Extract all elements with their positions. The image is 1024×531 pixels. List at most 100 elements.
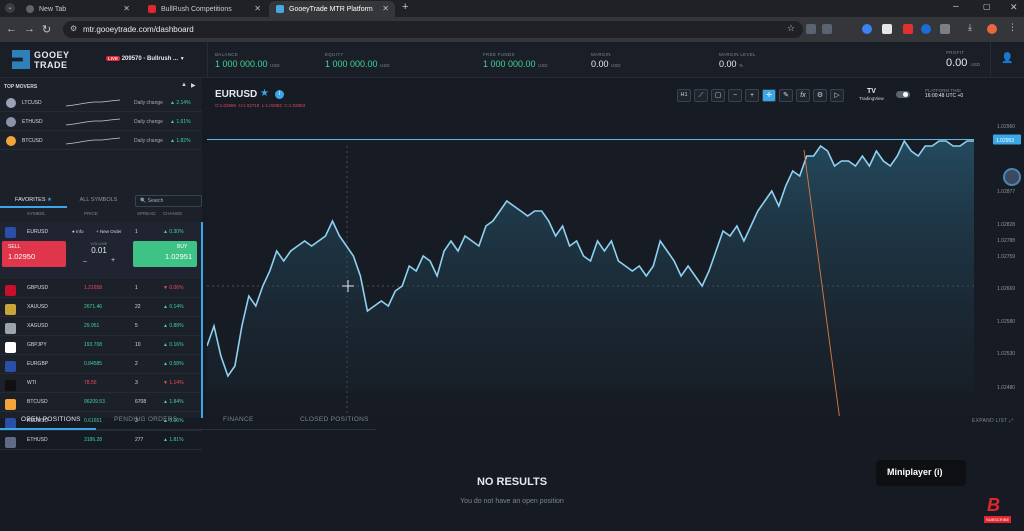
symbol-price: 1.21658	[84, 285, 103, 291]
star-icon: ★	[47, 197, 52, 203]
symbol-row-ethusd[interactable]: ETHUSD 3186.28 277 ▲ 1.81%	[0, 431, 202, 450]
trend-line-drawing[interactable]	[803, 149, 842, 416]
volume-label: VOLUME	[90, 241, 108, 246]
stat-unit: USD	[380, 63, 390, 68]
settings-icon[interactable]: ⚙	[813, 89, 827, 102]
divider	[990, 42, 991, 78]
close-tab-icon[interactable]: ✕	[382, 4, 389, 13]
buy-button[interactable]: BUY 1.02951	[133, 241, 197, 267]
top-mover-row[interactable]: ETHUSD Daily change ▲ 1.61%	[0, 113, 202, 131]
extension-icon[interactable]	[822, 24, 832, 34]
tab-finance[interactable]: FINANCE	[223, 416, 254, 423]
tab-new-tab[interactable]: New Tab ✕	[19, 1, 136, 17]
stat-value: 1 000 000.00	[325, 59, 378, 69]
indicators-icon[interactable]: fx	[796, 89, 810, 102]
tab-all-symbols[interactable]: ALL SYMBOLS	[67, 194, 130, 208]
tab-closed-positions[interactable]: CLOSED POSITIONS	[300, 416, 369, 423]
tab-favorites[interactable]: FAVORITES ★	[0, 194, 67, 208]
shape-icon[interactable]: ▢	[711, 89, 725, 102]
extension-icon[interactable]	[921, 24, 931, 34]
close-tab-icon[interactable]: ✕	[254, 4, 261, 13]
puzzle-extensions-icon[interactable]	[940, 24, 950, 34]
top-mover-row[interactable]: LTCUSD Daily change ▲ 2.14%	[0, 94, 202, 112]
volume-stepper[interactable]: VOLUME 0.01 – +	[71, 241, 127, 267]
zoom-in-icon[interactable]: +	[745, 89, 759, 102]
col-change: CHANGE	[163, 211, 183, 216]
expand-list-button[interactable]: EXPAND LIST ⤢	[972, 418, 1014, 424]
stat-value: 0.00	[946, 57, 968, 69]
symbol-row-xagusd[interactable]: XAGUSD 29.951 5 ▲ 0.88%	[0, 317, 202, 336]
tab-search-icon[interactable]: ⌄	[5, 3, 15, 13]
minus-icon[interactable]: –	[83, 258, 87, 265]
timeframe-button[interactable]: H1	[677, 89, 691, 102]
tab-bullrush[interactable]: BullRush Competitions ✕	[141, 1, 267, 17]
sell-button[interactable]: SELL 1.02950	[2, 241, 66, 267]
expand-icon: ⤢	[1009, 418, 1014, 424]
download-icon[interactable]: ⤓	[968, 22, 972, 32]
symbol-row-btcusd[interactable]: BTCUSD 96209.53 6708 ▲ 1.84%	[0, 393, 202, 412]
mover-change-label: Daily change	[134, 138, 163, 144]
close-tab-icon[interactable]: ✕	[123, 4, 130, 13]
price-tick-label: 1.02580	[997, 319, 1015, 325]
extension-icon[interactable]	[903, 24, 913, 34]
crosshair-icon[interactable]: ✛	[762, 89, 776, 102]
symbol-row-audusd[interactable]: AUDUSD 0.61651 3 ▲ 0.06%	[0, 412, 202, 431]
volume-value[interactable]: 0.01	[91, 246, 107, 255]
back-icon[interactable]: ←	[6, 23, 17, 35]
search-placeholder: Search	[147, 198, 164, 204]
browser-tab-bar: ⌄ New Tab ✕ BullRush Competitions ✕ Gooe…	[0, 0, 1024, 17]
sidebar-scrollbar[interactable]	[201, 222, 203, 418]
price-line[interactable]	[207, 139, 974, 378]
theme-toggle[interactable]	[896, 91, 910, 98]
chevron-up-icon[interactable]: ▲	[181, 82, 187, 88]
zoom-out-icon[interactable]: −	[728, 89, 742, 102]
price-chart[interactable]: 1.02960 1.02877 1.02828 1.02788 1.02759 1.026…	[207, 86, 1024, 416]
info-button[interactable]: ● Info	[72, 229, 84, 234]
miniplayer-popup[interactable]: Miniplayer (i)	[876, 460, 966, 486]
address-bar[interactable]: ⚙ mtr.gooeytrade.com/dashboard ☆	[63, 21, 803, 38]
close-window-icon[interactable]: ✕	[1010, 2, 1018, 12]
reload-icon[interactable]: ↻	[42, 24, 52, 36]
info-icon[interactable]: i	[275, 90, 284, 99]
trading-app: GOOEY TRADE LIVE 209570 - Bullrush ... ▼ …	[0, 42, 1024, 531]
mover-sparkline	[66, 99, 120, 107]
symbol-row-eurgbp[interactable]: EURGBP 0.84585 2 ▲ 0.58%	[0, 355, 202, 374]
extension-icon[interactable]	[862, 24, 872, 34]
chart-toolbar: H1 ⟋ ▢ − + ✛ ✎ fx ⚙ ▷	[674, 86, 854, 106]
site-info-icon[interactable]: ⚙	[70, 24, 78, 33]
maximize-icon[interactable]: ▢	[983, 2, 991, 11]
extension-icon[interactable]	[806, 24, 816, 34]
symbol-row-xauusd[interactable]: XAUUSD 2671.46 22 ▲ 0.14%	[0, 298, 202, 317]
bookmark-star-icon[interactable]: ☆	[786, 23, 795, 33]
forward-icon[interactable]: →	[24, 23, 35, 35]
extension-icon[interactable]	[882, 24, 892, 34]
tab-open-positions[interactable]: OPEN POSITIONS	[21, 416, 81, 423]
minimize-icon[interactable]: –	[953, 1, 959, 12]
replay-icon[interactable]: ▷	[830, 89, 844, 102]
subscribe-badge[interactable]: B SUBSCRIBE	[984, 495, 1018, 525]
current-price-label: 1.02953	[996, 138, 1014, 144]
plus-icon[interactable]: +	[111, 257, 116, 264]
search-input[interactable]: 🔍 Search	[135, 195, 202, 207]
coin-icon	[6, 98, 16, 108]
top-mover-row[interactable]: BTCUSD Daily change ▲ 1.82%	[0, 132, 202, 150]
user-icon[interactable]: 👤	[1001, 53, 1014, 64]
tab-pending-orders[interactable]: PENDING ORDERS	[114, 416, 178, 423]
chevron-right-icon[interactable]: ▶	[191, 83, 196, 89]
profile-avatar-icon[interactable]	[987, 24, 997, 34]
new-order-button[interactable]: + New Order	[96, 229, 122, 234]
chart-scroll-icon[interactable]	[1003, 168, 1021, 186]
new-tab-plus-icon[interactable]: +	[402, 1, 409, 13]
symbol-spread: 5	[135, 323, 138, 329]
symbol-row-gbpusd[interactable]: GBPUSD 1.21658 1 ▼ 0.06%	[0, 279, 202, 298]
menu-kebab-icon[interactable]: ⋮	[1008, 22, 1017, 32]
pencil-icon[interactable]: ✎	[779, 89, 793, 102]
account-selector[interactable]: LIVE 209570 - Bullrush ... ▼	[106, 56, 185, 62]
symbol-row-wti[interactable]: WTI 78.55 3 ▼ 1.14%	[0, 374, 202, 393]
selected-symbol-card[interactable]: EURUSD ● Info + New Order 1 ▲ 0.30% SELL…	[0, 222, 202, 278]
mover-change: ▲ 1.82%	[170, 138, 191, 144]
tab-gooeytrade[interactable]: GooeyTrade MTR Platform ✕	[269, 1, 395, 17]
favorite-star-icon[interactable]: ★	[260, 88, 269, 99]
symbol-row-gbpjpy[interactable]: GBPJPY 193.708 10 ▲ 0.16%	[0, 336, 202, 355]
chart-type-icon[interactable]: ⟋	[694, 89, 708, 102]
